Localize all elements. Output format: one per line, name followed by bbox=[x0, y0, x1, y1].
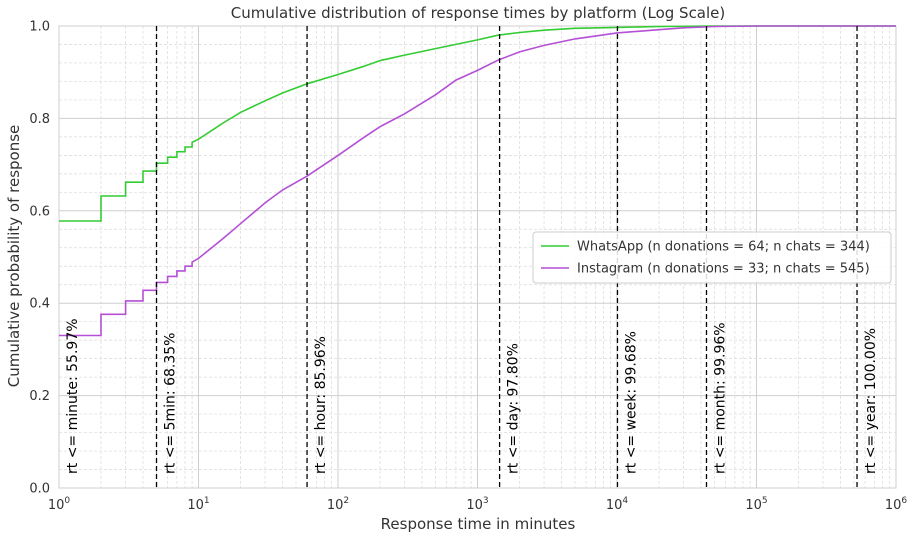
y-tick-label: 0.4 bbox=[29, 297, 50, 312]
threshold-label: rt <= month: 99.96% bbox=[713, 322, 729, 474]
x-tick-label: 102 bbox=[327, 496, 349, 513]
y-tick-label: 0.8 bbox=[29, 112, 50, 127]
y-tick-labels: 0.0 0.2 0.4 0.6 0.8 1.0 bbox=[29, 20, 50, 497]
x-tick-label: 101 bbox=[187, 496, 209, 513]
legend-box bbox=[532, 231, 892, 284]
y-tick-label: 0.6 bbox=[29, 204, 50, 219]
series-line-instagram bbox=[59, 25, 896, 337]
x-tick-label: 103 bbox=[466, 496, 488, 513]
threshold-label: rt <= minute: 55.97% bbox=[65, 318, 81, 474]
vline-layer: rt <= 5min: 68.35% rt <= hour: 85.96% rt <… bbox=[65, 26, 879, 488]
chart-title: Cumulative distribution of response time… bbox=[231, 4, 726, 22]
threshold-label: rt <= day: 97.80% bbox=[506, 343, 522, 474]
x-tick-label: 106 bbox=[885, 496, 908, 513]
legend: WhatsApp (n donations = 64; n chats = 34… bbox=[532, 231, 892, 284]
y-axis-label: Cumulative probability of response bbox=[5, 125, 23, 388]
x-tick-label: 104 bbox=[606, 496, 629, 513]
legend-entry: WhatsApp (n donations = 64; n chats = 34… bbox=[577, 240, 870, 255]
x-axis-label: Response time in minutes bbox=[381, 515, 576, 533]
major-grid bbox=[58, 25, 897, 489]
x-tick-label: 100 bbox=[48, 496, 71, 513]
threshold-label: rt <= hour: 85.96% bbox=[313, 336, 329, 474]
y-tick-label: 0.2 bbox=[29, 389, 50, 404]
x-tick-labels: 100 101 102 103 104 105 106 bbox=[48, 496, 908, 513]
series-layer bbox=[59, 25, 896, 337]
threshold-label: rt <= 5min: 68.35% bbox=[163, 333, 179, 474]
x-tick-label: 105 bbox=[745, 496, 767, 513]
threshold-label: rt <= year: 100.00% bbox=[863, 328, 879, 474]
legend-entry: Instagram (n donations = 33; n chats = 5… bbox=[577, 262, 870, 277]
y-tick-label: 1.0 bbox=[29, 20, 50, 35]
series-line-whatsapp bbox=[59, 25, 896, 222]
threshold-label: rt <= week: 99.68% bbox=[624, 331, 640, 474]
y-tick-label: 0.0 bbox=[29, 482, 50, 497]
